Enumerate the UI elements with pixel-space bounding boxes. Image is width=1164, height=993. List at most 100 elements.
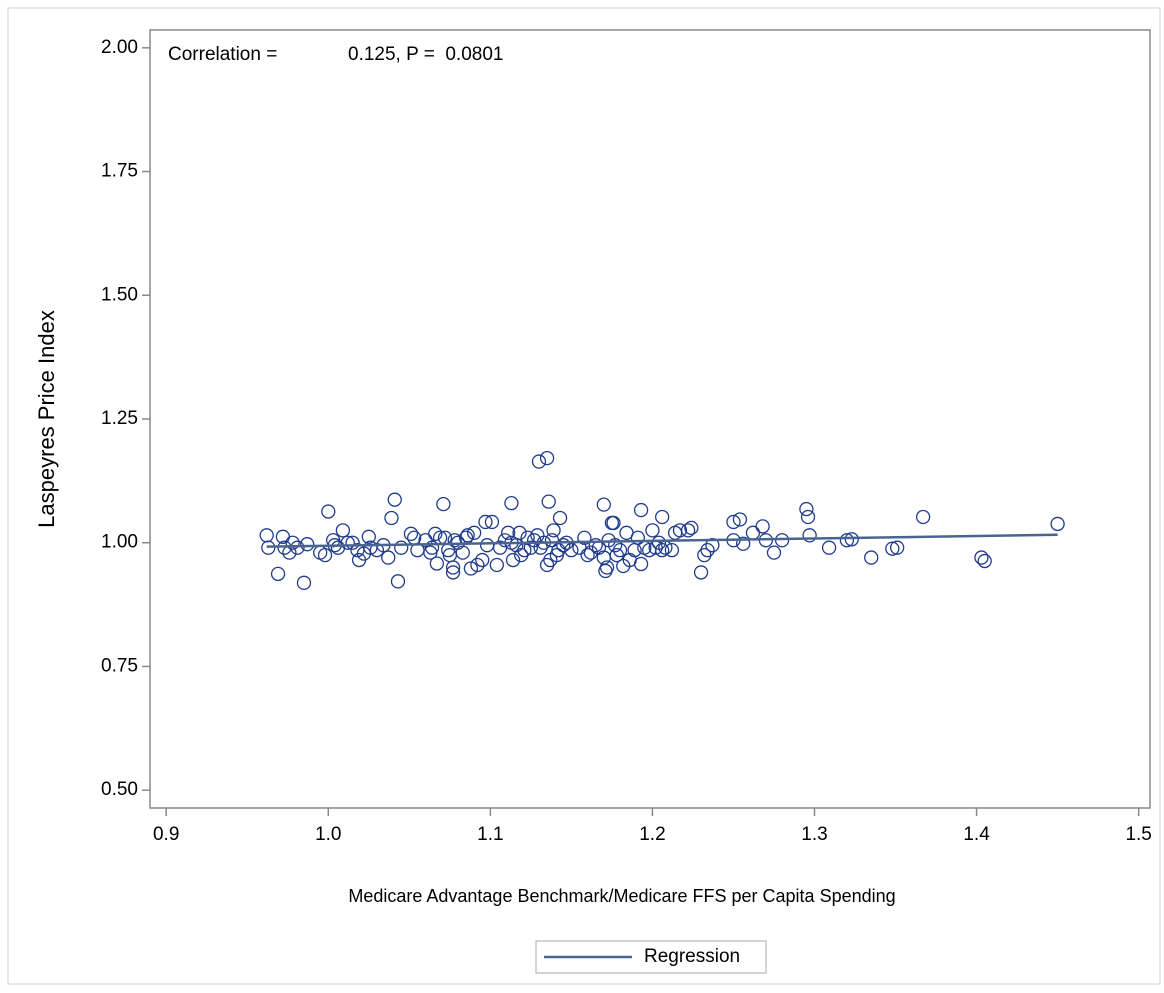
point xyxy=(520,530,535,545)
point xyxy=(608,538,623,553)
point xyxy=(596,497,611,512)
point xyxy=(290,540,305,555)
point xyxy=(445,565,461,580)
point xyxy=(463,561,479,576)
point xyxy=(546,523,561,538)
point xyxy=(403,526,419,541)
point xyxy=(630,530,645,545)
point xyxy=(381,550,396,565)
point xyxy=(633,556,649,572)
point xyxy=(429,556,445,571)
legend-label: Regression xyxy=(644,946,740,967)
point xyxy=(475,552,490,568)
point xyxy=(270,566,286,582)
point xyxy=(556,538,571,553)
point xyxy=(664,543,680,558)
point xyxy=(442,547,457,563)
y-tick-label: 1.75 xyxy=(101,161,138,182)
point xyxy=(726,514,741,530)
regression-line xyxy=(266,533,1058,548)
point xyxy=(890,540,905,555)
point xyxy=(599,560,615,575)
point xyxy=(655,509,670,525)
y-tick-label: 2.00 xyxy=(101,37,138,58)
point xyxy=(501,525,516,540)
point xyxy=(489,557,504,573)
point xyxy=(296,575,312,590)
point xyxy=(732,512,748,527)
point xyxy=(428,526,443,541)
point xyxy=(800,509,816,525)
point xyxy=(864,550,879,565)
x-tick-label: 1.2 xyxy=(639,824,665,845)
point xyxy=(844,532,859,547)
y-axis-title: Laspeyres Price Index xyxy=(34,310,59,528)
x-tick-label: 1.1 xyxy=(477,824,503,845)
point xyxy=(361,529,376,544)
point xyxy=(1050,516,1065,532)
point xyxy=(645,523,660,538)
point xyxy=(612,543,628,558)
point xyxy=(460,528,475,543)
point xyxy=(577,530,592,545)
point xyxy=(436,496,451,512)
point xyxy=(680,523,696,538)
point xyxy=(580,547,595,563)
y-tick-label: 1.00 xyxy=(101,532,138,553)
y-tick-label: 0.75 xyxy=(101,655,138,676)
point xyxy=(606,515,621,531)
x-axis-title: Medicare Advantage Benchmark/Medicare FF… xyxy=(348,886,895,906)
point xyxy=(821,540,837,555)
point xyxy=(384,510,399,526)
x-tick-label: 0.9 xyxy=(153,824,179,845)
y-tick-label: 0.50 xyxy=(101,779,138,800)
point xyxy=(335,523,351,538)
point xyxy=(445,560,461,575)
point xyxy=(455,545,470,560)
point xyxy=(693,565,709,580)
point xyxy=(541,494,556,509)
point xyxy=(259,528,274,543)
point xyxy=(466,525,482,540)
point xyxy=(478,514,493,530)
point xyxy=(387,492,402,507)
point xyxy=(736,536,751,551)
point xyxy=(974,550,989,565)
point xyxy=(317,547,333,563)
point xyxy=(684,520,699,536)
point xyxy=(390,574,406,589)
point xyxy=(479,538,495,553)
point xyxy=(330,540,346,555)
point xyxy=(523,540,539,555)
point xyxy=(745,525,761,540)
point xyxy=(885,541,900,556)
x-tick-label: 1.5 xyxy=(1125,824,1151,845)
point xyxy=(470,557,485,573)
point xyxy=(588,538,603,553)
point xyxy=(512,525,527,540)
plot-frame xyxy=(149,29,1151,809)
point xyxy=(394,540,409,555)
point xyxy=(799,501,814,517)
point xyxy=(321,504,336,519)
point xyxy=(705,538,720,553)
point xyxy=(345,535,360,550)
point xyxy=(766,545,782,560)
y-tick-label: 1.50 xyxy=(101,284,138,305)
point xyxy=(424,540,440,555)
x-tick-label: 1.3 xyxy=(801,824,827,845)
point xyxy=(915,509,931,525)
point xyxy=(672,523,688,538)
point xyxy=(564,543,579,558)
point xyxy=(447,533,462,548)
point xyxy=(627,543,642,558)
point xyxy=(755,519,770,534)
annotation: Correlation = xyxy=(168,44,277,65)
point xyxy=(300,537,315,552)
point xyxy=(531,454,547,469)
x-tick-label: 1.4 xyxy=(963,824,990,845)
y-tick-label: 1.25 xyxy=(101,408,138,429)
point xyxy=(633,502,649,518)
point xyxy=(504,495,519,511)
